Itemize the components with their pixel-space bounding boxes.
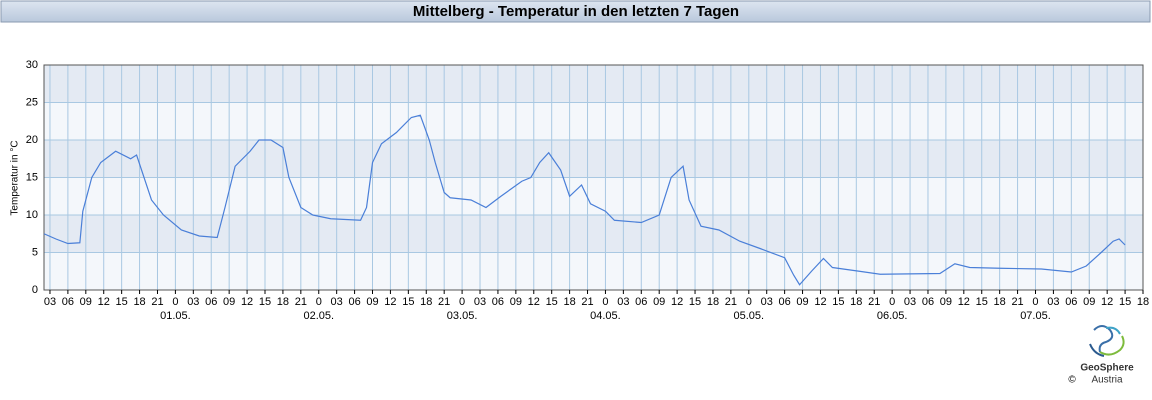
x-tick-label: 09 bbox=[1083, 296, 1095, 308]
copyright: © bbox=[1068, 375, 1076, 386]
x-tick-label: 09 bbox=[223, 296, 235, 308]
x-tick-label: 03 bbox=[331, 296, 343, 308]
x-tick-label: 18 bbox=[563, 296, 575, 308]
x-tick-label: 06 bbox=[1065, 296, 1077, 308]
x-tick-label: 18 bbox=[707, 296, 719, 308]
plot-frame bbox=[43, 64, 1144, 291]
y-tick-label: 0 bbox=[32, 284, 38, 296]
temperature-line bbox=[43, 114, 1126, 286]
grid-band bbox=[44, 177, 1143, 215]
day-label: 03.05. bbox=[447, 310, 478, 322]
x-tick-label: 18 bbox=[1137, 296, 1149, 308]
y-tick-label: 20 bbox=[26, 134, 38, 146]
day-label: 05.05. bbox=[733, 310, 764, 322]
plot-area bbox=[43, 64, 1144, 291]
x-tick-label: 12 bbox=[98, 296, 110, 308]
x-tick-label: 15 bbox=[1119, 296, 1131, 308]
x-tick-label: 03 bbox=[1047, 296, 1059, 308]
x-tick-label: 09 bbox=[510, 296, 522, 308]
x-tick-label: 06 bbox=[62, 296, 74, 308]
x-tick-label: 18 bbox=[420, 296, 432, 308]
grid-band bbox=[44, 215, 1143, 253]
x-tick-label: 03 bbox=[617, 296, 629, 308]
x-tick-label: 09 bbox=[80, 296, 92, 308]
logo-name: GeoSphere bbox=[1080, 363, 1134, 374]
x-tick-label: 18 bbox=[850, 296, 862, 308]
x-tick-label: 03 bbox=[761, 296, 773, 308]
day-label: 04.05. bbox=[590, 310, 621, 322]
logo bbox=[1089, 325, 1125, 357]
y-tick-label: 25 bbox=[26, 96, 38, 108]
x-tick-label: 12 bbox=[958, 296, 970, 308]
x-tick-label: 12 bbox=[384, 296, 396, 308]
x-tick-label: 18 bbox=[994, 296, 1006, 308]
x-tick-label: 09 bbox=[653, 296, 665, 308]
day-label: 02.05. bbox=[303, 310, 334, 322]
x-tick-label: 09 bbox=[366, 296, 378, 308]
logo-sub: Austria bbox=[1091, 375, 1123, 386]
x-tick-label: 03 bbox=[44, 296, 56, 308]
x-tick-label: 18 bbox=[133, 296, 145, 308]
x-tick-label: 06 bbox=[205, 296, 217, 308]
grid-band bbox=[44, 252, 1143, 290]
x-tick-label: 0 bbox=[746, 296, 752, 308]
x-tick-label: 15 bbox=[546, 296, 558, 308]
y-tick-label: 10 bbox=[26, 209, 38, 221]
y-tick-label: 30 bbox=[26, 59, 38, 71]
x-tick-label: 09 bbox=[940, 296, 952, 308]
x-tick-label: 12 bbox=[671, 296, 683, 308]
x-tick-label: 06 bbox=[635, 296, 647, 308]
x-tick-label: 0 bbox=[889, 296, 895, 308]
x-tick-label: 0 bbox=[1032, 296, 1038, 308]
x-tick-label: 06 bbox=[922, 296, 934, 308]
y-tick-label: 15 bbox=[26, 171, 38, 183]
x-tick-label: 03 bbox=[187, 296, 199, 308]
grid-band bbox=[44, 140, 1143, 178]
x-tick-label: 21 bbox=[438, 296, 450, 308]
x-tick-label: 21 bbox=[295, 296, 307, 308]
x-tick-label: 12 bbox=[528, 296, 540, 308]
x-tick-label: 15 bbox=[116, 296, 128, 308]
y-tick-label: 5 bbox=[32, 246, 38, 258]
x-tick-label: 21 bbox=[581, 296, 593, 308]
day-label: 01.05. bbox=[160, 310, 191, 322]
x-tick-label: 12 bbox=[1101, 296, 1113, 308]
day-label: 06.05. bbox=[877, 310, 908, 322]
x-tick-label: 15 bbox=[402, 296, 414, 308]
x-tick-label: 06 bbox=[779, 296, 791, 308]
x-tick-label: 03 bbox=[474, 296, 486, 308]
x-tick-label: 15 bbox=[689, 296, 701, 308]
x-tick-label: 06 bbox=[348, 296, 360, 308]
x-tick-label: 21 bbox=[151, 296, 163, 308]
day-label: 07.05. bbox=[1020, 310, 1051, 322]
grid-band bbox=[44, 102, 1143, 140]
x-tick-label: 09 bbox=[796, 296, 808, 308]
x-tick-label: 03 bbox=[904, 296, 916, 308]
grid-band bbox=[44, 65, 1143, 103]
header-bar bbox=[0, 0, 1151, 23]
x-tick-label: 21 bbox=[725, 296, 737, 308]
chart-title: Mittelberg - Temperatur in den letzten 7… bbox=[413, 3, 739, 20]
x-tick-label: 0 bbox=[316, 296, 322, 308]
x-tick-label: 0 bbox=[459, 296, 465, 308]
y-axis-label: Temperatur in °C bbox=[10, 140, 21, 215]
x-tick-label: 21 bbox=[868, 296, 880, 308]
x-tick-label: 12 bbox=[241, 296, 253, 308]
x-tick-label: 0 bbox=[602, 296, 608, 308]
x-tick-label: 15 bbox=[259, 296, 271, 308]
x-tick-label: 18 bbox=[277, 296, 289, 308]
x-tick-label: 0 bbox=[172, 296, 178, 308]
x-tick-label: 06 bbox=[492, 296, 504, 308]
x-tick-label: 15 bbox=[976, 296, 988, 308]
x-tick-label: 12 bbox=[814, 296, 826, 308]
x-tick-label: 21 bbox=[1011, 296, 1023, 308]
x-tick-label: 15 bbox=[832, 296, 844, 308]
